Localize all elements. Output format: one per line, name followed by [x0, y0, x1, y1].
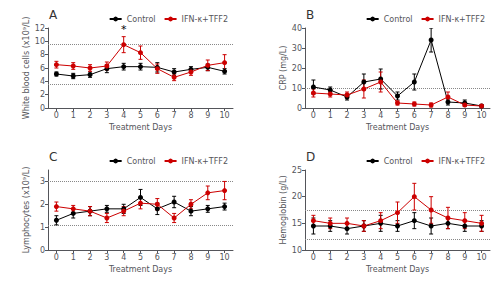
svg-text:2: 2: [87, 253, 92, 262]
svg-text:0: 0: [54, 111, 59, 120]
svg-text:9: 9: [462, 111, 467, 120]
svg-text:IFN-κ+TFF2: IFN-κ+TFF2: [439, 15, 485, 24]
svg-text:3: 3: [104, 111, 109, 120]
svg-text:0: 0: [40, 104, 45, 113]
svg-text:1: 1: [328, 253, 333, 262]
svg-text:10: 10: [476, 111, 486, 120]
svg-text:White blood cells (x10⁹/L): White blood cells (x10⁹/L): [22, 17, 31, 120]
svg-text:9: 9: [462, 253, 467, 262]
svg-text:Control: Control: [127, 15, 156, 24]
svg-text:20: 20: [292, 64, 302, 73]
svg-text:5: 5: [395, 111, 400, 120]
svg-text:8: 8: [445, 111, 450, 120]
svg-text:8: 8: [445, 253, 450, 262]
svg-text:7: 7: [172, 253, 177, 262]
svg-text:2: 2: [40, 200, 45, 209]
svg-text:10: 10: [219, 111, 229, 120]
svg-text:12: 12: [35, 24, 45, 33]
svg-text:10: 10: [292, 84, 302, 93]
svg-text:25: 25: [292, 166, 302, 175]
svg-text:2: 2: [344, 111, 349, 120]
svg-text:IFN-κ+TFF2: IFN-κ+TFF2: [182, 15, 228, 24]
svg-text:Treatment Days: Treatment Days: [108, 265, 172, 274]
svg-text:0: 0: [54, 253, 59, 262]
svg-text:4: 4: [378, 253, 383, 262]
svg-text:6: 6: [412, 253, 417, 262]
svg-text:8: 8: [188, 253, 193, 262]
svg-text:IFN-κ+TFF2: IFN-κ+TFF2: [182, 157, 228, 166]
svg-text:7: 7: [429, 111, 434, 120]
svg-text:Treatment Days: Treatment Days: [365, 123, 429, 132]
svg-text:4: 4: [121, 253, 126, 262]
svg-text:1: 1: [40, 223, 45, 232]
svg-text:5: 5: [138, 253, 143, 262]
svg-text:10: 10: [219, 253, 229, 262]
svg-text:1: 1: [71, 253, 76, 262]
svg-text:4: 4: [40, 77, 45, 86]
svg-text:10: 10: [35, 37, 45, 46]
svg-text:Control: Control: [384, 15, 413, 24]
svg-text:*: *: [121, 23, 127, 36]
svg-text:2: 2: [344, 253, 349, 262]
svg-text:D: D: [306, 150, 315, 164]
svg-text:1: 1: [328, 111, 333, 120]
svg-text:10: 10: [476, 253, 486, 262]
svg-text:Control: Control: [384, 157, 413, 166]
svg-text:Control: Control: [127, 157, 156, 166]
svg-text:30: 30: [292, 44, 302, 53]
svg-text:Hemoglobin (g/L): Hemoglobin (g/L): [279, 175, 288, 244]
svg-text:4: 4: [121, 111, 126, 120]
svg-text:3: 3: [104, 253, 109, 262]
svg-text:IFN-κ+TFF2: IFN-κ+TFF2: [439, 157, 485, 166]
svg-text:4: 4: [378, 111, 383, 120]
svg-text:7: 7: [172, 111, 177, 120]
svg-text:1: 1: [71, 111, 76, 120]
svg-text:6: 6: [40, 64, 45, 73]
svg-text:2: 2: [40, 90, 45, 99]
svg-text:6: 6: [155, 111, 160, 120]
svg-text:10: 10: [292, 246, 302, 255]
svg-text:3: 3: [361, 111, 366, 120]
svg-text:8: 8: [40, 50, 45, 59]
svg-text:2: 2: [87, 111, 92, 120]
svg-text:3: 3: [40, 177, 45, 186]
svg-text:20: 20: [292, 192, 302, 201]
svg-text:40: 40: [292, 24, 302, 33]
svg-text:9: 9: [205, 111, 210, 120]
svg-text:6: 6: [412, 111, 417, 120]
svg-text:15: 15: [292, 219, 302, 228]
svg-text:CRP (mg/L): CRP (mg/L): [279, 46, 288, 91]
svg-text:5: 5: [395, 253, 400, 262]
svg-text:0: 0: [311, 253, 316, 262]
svg-text:9: 9: [205, 253, 210, 262]
svg-text:Treatment Days: Treatment Days: [365, 265, 429, 274]
svg-text:8: 8: [188, 111, 193, 120]
svg-text:A: A: [49, 8, 58, 22]
svg-text:C: C: [49, 150, 57, 164]
svg-text:5: 5: [138, 111, 143, 120]
svg-text:6: 6: [155, 253, 160, 262]
svg-text:0: 0: [297, 104, 302, 113]
svg-text:Lymphocytes (x10⁹/L): Lymphocytes (x10⁹/L): [22, 167, 31, 254]
svg-text:7: 7: [429, 253, 434, 262]
svg-text:0: 0: [40, 246, 45, 255]
svg-text:B: B: [306, 8, 314, 22]
svg-text:3: 3: [361, 253, 366, 262]
svg-text:Treatment Days: Treatment Days: [108, 123, 172, 132]
svg-text:0: 0: [311, 111, 316, 120]
